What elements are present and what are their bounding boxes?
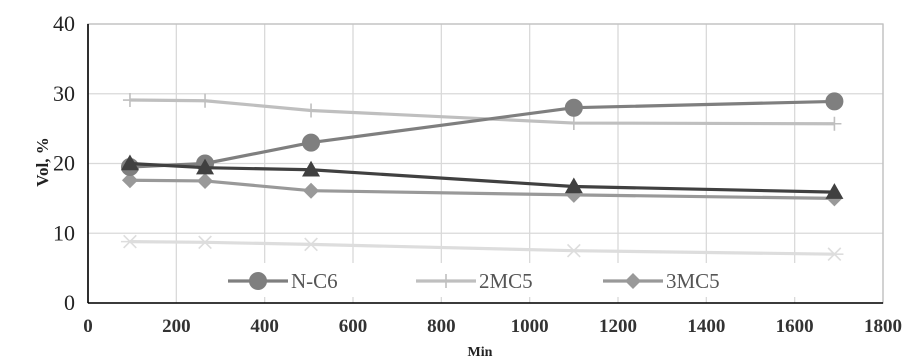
data-point	[196, 235, 215, 250]
y-tick-label: 20	[53, 151, 75, 176]
series-2mc5	[122, 93, 842, 131]
y-axis-title: Vol, %	[33, 137, 52, 186]
series-3mc5	[121, 172, 843, 207]
x-tick-label: 0	[83, 316, 93, 337]
legend-label: N-C6	[291, 269, 338, 293]
y-tick-label: 30	[53, 81, 75, 106]
data-point	[825, 247, 844, 262]
y-tick-label: 40	[53, 11, 75, 36]
x-tick-label: 400	[250, 316, 279, 337]
x-tick-label: 1400	[687, 316, 725, 337]
data-point	[304, 103, 319, 118]
series-line	[129, 99, 835, 169]
x-tick-label: 1600	[776, 316, 814, 337]
legend-item-3mc5: 3MC5	[603, 269, 720, 293]
data-point	[825, 92, 844, 111]
legend-label: 3MC5	[666, 269, 720, 293]
axes	[87, 23, 884, 304]
legend-marker	[625, 273, 641, 289]
legend-background	[218, 263, 798, 297]
legend-label: 2MC5	[479, 269, 533, 293]
legend-item-n-c6: N-C6	[228, 269, 338, 293]
data-point	[198, 93, 213, 108]
series-line	[129, 161, 835, 194]
y-tick-label: 10	[53, 220, 75, 245]
data-point	[302, 237, 321, 252]
x-tick-label: 600	[339, 316, 368, 337]
data-point	[120, 154, 139, 171]
data-point	[302, 133, 321, 152]
x-tick-labels: 0 200 400 600 800 1000 1200 1400 1600 1800	[83, 316, 902, 337]
series-unlabeled-3	[120, 154, 844, 199]
data-point	[302, 160, 321, 177]
series-line	[129, 240, 835, 256]
data-point	[121, 172, 138, 189]
data-point	[120, 234, 139, 249]
data-point	[564, 243, 583, 258]
x-tick-label: 200	[162, 316, 191, 337]
y-tick-label: 0	[64, 290, 75, 315]
data-point	[827, 116, 842, 131]
x-tick-label: 1000	[511, 316, 549, 337]
legend-marker	[439, 274, 453, 288]
x-axis-title: Min	[468, 345, 493, 359]
legend-item-2mc5: 2MC5	[416, 269, 533, 293]
x-tick-label: 1800	[864, 316, 902, 337]
data-point	[825, 183, 844, 199]
legend-marker	[249, 272, 267, 290]
x-tick-label: 1200	[599, 316, 637, 337]
series-unlabeled-4	[120, 234, 844, 262]
data-point	[197, 172, 214, 189]
series-group	[120, 92, 844, 262]
data-point	[196, 158, 215, 175]
data-point	[566, 116, 581, 131]
data-point	[122, 93, 137, 108]
legend: N-C6 2MC5 3MC5	[218, 263, 798, 297]
data-point	[564, 177, 583, 194]
data-point	[564, 98, 583, 117]
y-tick-labels: 0 10 20 30 40	[53, 11, 75, 315]
data-point	[303, 182, 320, 199]
x-tick-label: 800	[427, 316, 456, 337]
series-n-c6	[120, 92, 844, 176]
